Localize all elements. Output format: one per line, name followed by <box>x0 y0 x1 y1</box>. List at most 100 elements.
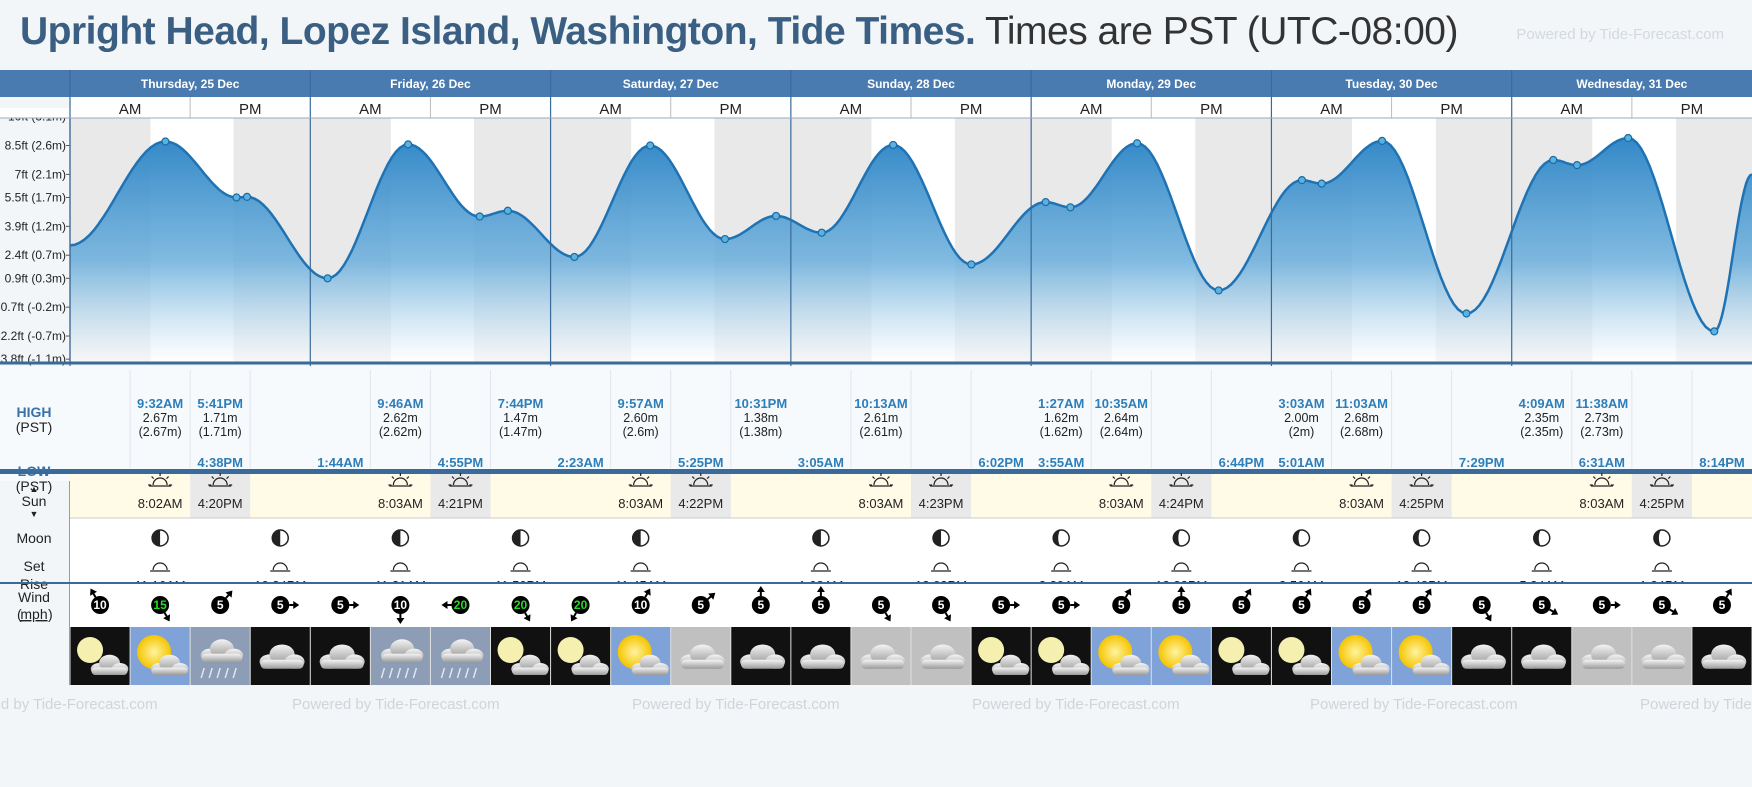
sunset-time: 4:22PM <box>678 496 723 511</box>
sunrise-time: 8:03AM <box>618 496 663 511</box>
moon-phase-icon <box>1411 529 1432 572</box>
sunset-icon <box>1409 473 1434 487</box>
moon-phase-icon <box>1651 529 1672 572</box>
wind-arrow-head <box>1551 608 1559 615</box>
sun-ray <box>706 476 710 480</box>
moon-horizon-arc <box>512 562 529 571</box>
rain-drop <box>412 667 418 679</box>
footer-bg <box>0 685 1752 787</box>
wind-arrow-head <box>1177 586 1186 592</box>
wind-speed-circle <box>1352 596 1371 614</box>
moon-shadow <box>812 530 821 546</box>
wind-row-bg <box>70 584 1752 627</box>
rain-drop <box>440 667 446 679</box>
moon-glyph <box>1038 637 1065 663</box>
pm-label: PM <box>1200 101 1223 118</box>
cloud-base <box>512 667 549 675</box>
sunrise-time: 8:03AM <box>1339 496 1384 511</box>
sun-down-arrow: ▼ <box>30 509 39 519</box>
rain-drop <box>464 667 470 679</box>
cloud-base <box>801 659 845 669</box>
wind-unit-link[interactable]: mph <box>20 606 47 622</box>
sun-ray <box>211 476 215 480</box>
weather-icon-sun-cloud <box>611 627 671 685</box>
high-tide-height-alt: (2.35m) <box>1520 425 1563 439</box>
high-tide-height-alt: (2.61m) <box>859 425 902 439</box>
cloud-base <box>1292 667 1329 675</box>
wind-arrow <box>163 612 171 622</box>
weather-icon-cloud <box>1572 627 1632 685</box>
sunset-cell <box>190 474 251 518</box>
high-tide-height-alt: (2.62m) <box>379 425 422 439</box>
low-tide-time: 1:44AM <box>317 455 363 470</box>
wind-speed-value: 10 <box>394 598 408 612</box>
sunset-cell <box>670 474 731 518</box>
weather-icon-cloud <box>911 627 971 685</box>
moon-horizon-arc <box>152 562 168 571</box>
sunset-time: 4:24PM <box>1159 496 1204 511</box>
sunset-icon <box>208 473 233 487</box>
high-tide-height-alt: (2.73m) <box>1580 425 1623 439</box>
high-tide-time: 10:13AM <box>854 396 907 411</box>
sunset-cell <box>911 474 972 518</box>
sunrise-time: 8:03AM <box>1579 496 1624 511</box>
sun-arc <box>633 477 649 486</box>
weather-icon-cloud-rain <box>190 627 250 685</box>
day-header-label: Saturday, 27 Dec <box>623 77 719 91</box>
day-header-label: Wednesday, 31 Dec <box>1576 77 1687 91</box>
weather-icon-night-cloudy <box>1031 627 1091 685</box>
pm-label: PM <box>1440 101 1463 118</box>
wind-speed-value: 5 <box>878 598 885 612</box>
wind-speed-value: 5 <box>1058 598 1065 612</box>
sun-ray <box>451 476 455 480</box>
high-tide-time: 1:27AM <box>1038 396 1084 411</box>
wind-speed-circle <box>1652 596 1671 614</box>
wind-speed-circle <box>811 596 830 614</box>
tide-point-high <box>1624 133 1633 143</box>
wind-speed-circle <box>1112 596 1131 614</box>
am-label: AM <box>1320 101 1343 118</box>
cloud-base <box>572 667 609 675</box>
sun-ray <box>391 476 395 480</box>
low-tide-time: 6:02PM <box>978 455 1024 470</box>
wind-speed-value: 5 <box>1178 598 1185 612</box>
moon-horizon-arc <box>813 562 829 571</box>
weather-icon-cloud-rain <box>430 627 490 685</box>
moon-shadow <box>1413 530 1422 546</box>
wind-arrow <box>1725 588 1732 598</box>
cloud-base <box>1232 667 1269 675</box>
cloud-base <box>1172 667 1209 675</box>
weather-icon-cloud <box>671 627 731 685</box>
moon-shadow <box>1293 530 1302 546</box>
low-tide-time: 8:14PM <box>1699 455 1745 470</box>
rain-drop <box>388 667 394 679</box>
high-tide-height-alt: (1.71m) <box>199 425 242 439</box>
wind-arrow-head <box>90 588 97 596</box>
low-tide-time: 7:29PM <box>1459 455 1505 470</box>
high-tide-height-alt: (2.67m) <box>139 425 182 439</box>
moon-shadow <box>632 530 641 546</box>
moon-horizon-arc <box>1173 562 1189 571</box>
cloud-base <box>151 667 188 675</box>
weather-icon-cloud <box>1452 627 1512 685</box>
wind-arrow-head <box>523 614 531 622</box>
rain-drop <box>208 667 213 679</box>
sunset-cell <box>1391 474 1452 518</box>
low-tide-time: 4:55PM <box>438 455 484 470</box>
rain-drop <box>456 667 462 679</box>
sun-ray <box>1427 476 1431 480</box>
wind-arrow-head <box>1424 588 1432 596</box>
tide-point-high <box>1377 136 1387 146</box>
cloud-base <box>861 659 905 669</box>
sun-ray <box>1172 476 1176 480</box>
wind-speed-circle <box>1592 596 1611 614</box>
high-tide-time: 3:03AM <box>1278 396 1324 411</box>
wind-speed-circle <box>631 596 650 614</box>
sunrise-icon <box>388 473 413 487</box>
cloud-base <box>201 653 243 663</box>
cloud-base <box>381 653 423 663</box>
wind-arrow <box>756 586 765 596</box>
footer-watermark: Powered by Tide-Forecast.com <box>972 696 1180 713</box>
wind-arrow-head <box>708 592 716 600</box>
weather-icon-sun-cloud <box>130 627 190 685</box>
